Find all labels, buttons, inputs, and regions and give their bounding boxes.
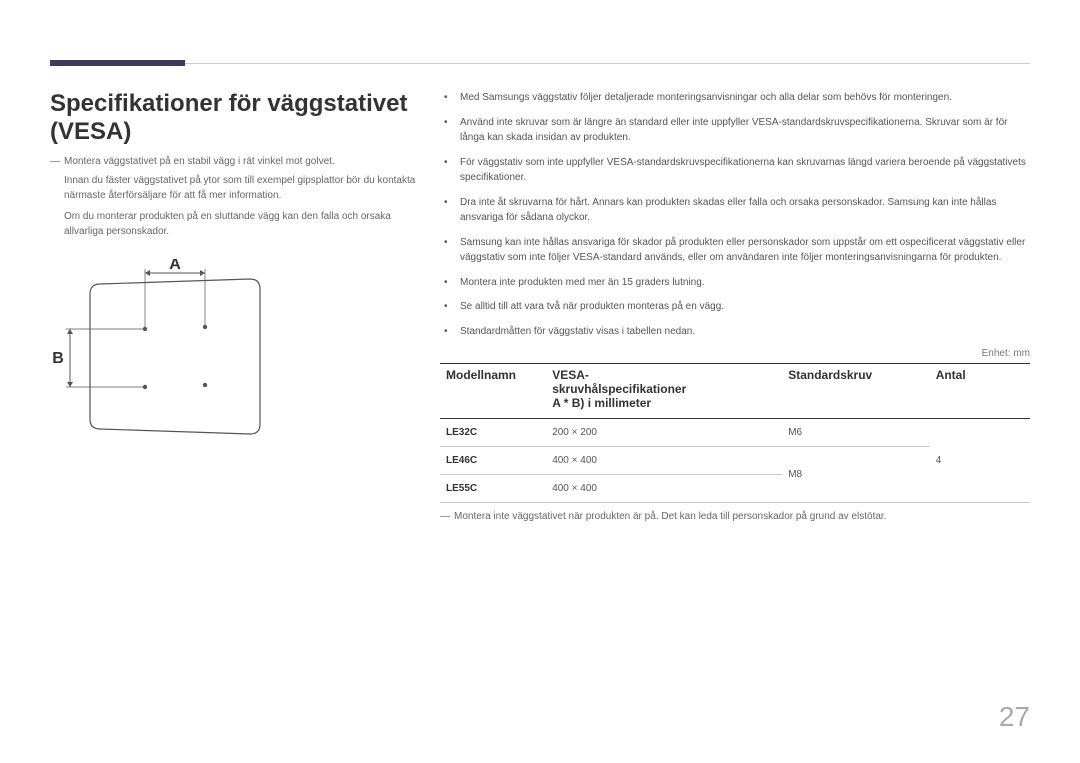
dash-icon: ― — [50, 154, 64, 169]
bullet-list: •Med Samsungs väggstativ följer detaljer… — [440, 90, 1030, 339]
dash-icon: ― — [440, 511, 454, 522]
left-column: Specifikationer för väggstativet (VESA) … — [50, 90, 440, 522]
list-item: •Se alltid till att vara två när produkt… — [440, 299, 1030, 315]
list-item: •Använd inte skruvar som är längre än st… — [440, 115, 1030, 146]
table-header-row: Modellnamn VESA-skruvhålspecifikationerA… — [440, 364, 1030, 419]
footer-note-text: Montera inte väggstativet när produkten … — [454, 511, 886, 522]
vesa-diagram: A B — [50, 259, 420, 459]
list-item: •Standardmåtten för väggstativ visas i t… — [440, 324, 1030, 340]
unit-label: Enhet: mm — [440, 348, 1030, 359]
th-vesa: VESA-skruvhålspecifikationerA * B) i mil… — [546, 364, 782, 419]
content: Specifikationer för väggstativet (VESA) … — [50, 90, 1030, 522]
note-2b: Om du monterar produkten på en sluttande… — [50, 209, 420, 239]
top-rule — [50, 63, 1030, 64]
vesa-table: Modellnamn VESA-skruvhålspecifikationerA… — [440, 363, 1030, 503]
note-2a: Innan du fäster väggstativet på ytor som… — [50, 173, 420, 203]
page-title: Specifikationer för väggstativet (VESA) — [50, 90, 420, 146]
list-item: •Med Samsungs väggstativ följer detaljer… — [440, 90, 1030, 106]
list-item: •Montera inte produkten med mer än 15 gr… — [440, 275, 1030, 291]
table-row: LE32C 200 × 200 M6 4 — [440, 419, 1030, 447]
diagram-label-b: B — [52, 350, 64, 367]
diagram-label-a: A — [169, 259, 181, 273]
footer-note: ― Montera inte väggstativet när produkte… — [440, 511, 1030, 522]
right-column: •Med Samsungs väggstativ följer detaljer… — [440, 90, 1030, 522]
top-accent — [50, 60, 185, 66]
th-screw: Standardskruv — [782, 364, 930, 419]
page-number: 27 — [999, 701, 1030, 733]
list-item: •Dra inte åt skruvarna för hårt. Annars … — [440, 195, 1030, 226]
list-item: •Samsung kan inte hållas ansvariga för s… — [440, 235, 1030, 266]
note-text: Montera väggstativet på en stabil vägg i… — [64, 154, 335, 169]
th-model: Modellnamn — [440, 364, 546, 419]
note-1: ― Montera väggstativet på en stabil vägg… — [50, 154, 420, 169]
list-item: •För väggstativ som inte uppfyller VESA-… — [440, 155, 1030, 186]
th-qty: Antal — [930, 364, 1030, 419]
